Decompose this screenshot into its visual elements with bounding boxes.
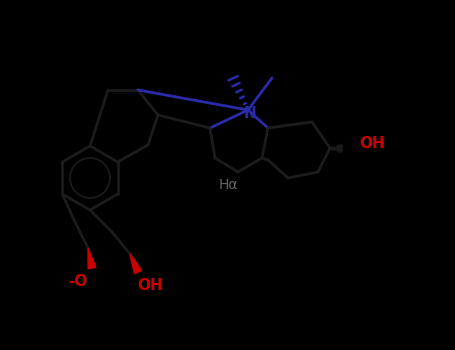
Text: OH: OH [137,279,163,294]
Text: OH: OH [359,136,385,152]
Polygon shape [88,248,96,269]
Polygon shape [130,254,142,274]
Text: N: N [243,105,256,120]
Text: -O: -O [68,274,88,289]
Text: Hα: Hα [218,178,238,192]
